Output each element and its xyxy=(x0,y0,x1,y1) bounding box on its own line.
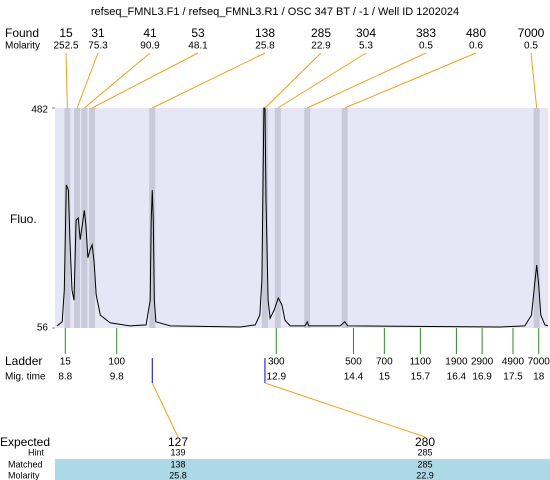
ladder-time: 18 xyxy=(533,372,545,383)
molarity-label: Molarity xyxy=(8,470,40,480)
found-size: 285 xyxy=(311,26,331,40)
peak-band xyxy=(81,108,88,328)
peak-band xyxy=(341,108,348,328)
peak-band xyxy=(74,108,81,328)
peak-link xyxy=(152,52,266,109)
ladder-time: 9.8 xyxy=(110,372,124,383)
found-molarity: 48.1 xyxy=(188,41,208,52)
peak-link xyxy=(306,52,427,109)
ladder-size: 700 xyxy=(376,357,393,368)
expected-size: 280 xyxy=(415,435,435,449)
matched-row xyxy=(55,459,550,471)
peak-link xyxy=(76,52,99,109)
found-size: 31 xyxy=(91,26,105,40)
expected-label: Expected xyxy=(0,435,50,449)
plot-area xyxy=(55,108,548,328)
mig-time-label: Mig. time xyxy=(5,372,46,383)
found-molarity: 75.3 xyxy=(88,41,108,52)
ladder-label: Ladder xyxy=(5,354,42,368)
found-size: 15 xyxy=(59,26,73,40)
found-molarity: 22.9 xyxy=(311,41,331,52)
peak-link xyxy=(65,52,68,109)
ladder-size: 1900 xyxy=(445,357,468,368)
matched-size: 138 xyxy=(170,459,185,469)
peak-link xyxy=(84,52,151,109)
matched-label: Matched xyxy=(8,459,43,469)
hint-size: 139 xyxy=(170,447,185,457)
ladder-size: 500 xyxy=(345,357,362,368)
peak-band xyxy=(261,108,268,328)
found-molarity: 252.5 xyxy=(53,41,78,52)
y-tick-label: 482 xyxy=(31,105,48,116)
expected-link xyxy=(151,382,179,438)
ladder-time: 16.9 xyxy=(472,372,492,383)
expected-size: 127 xyxy=(168,435,188,449)
ladder-size: 15 xyxy=(60,357,72,368)
found-size: 53 xyxy=(191,26,205,40)
peak-band xyxy=(274,108,281,328)
expected-link xyxy=(264,382,426,438)
molarity-row xyxy=(55,471,550,480)
ladder-time: 16.4 xyxy=(447,372,467,383)
found-size: 138 xyxy=(255,26,275,40)
peak-band xyxy=(89,108,96,328)
ladder-time: 12.9 xyxy=(267,372,287,383)
found-molarity: 0.6 xyxy=(469,41,483,52)
title: refseq_FMNL3.F1 / refseq_FMNL3.R1 / OSC … xyxy=(91,6,459,18)
ladder-size: 7000 xyxy=(528,357,550,368)
found-size: 7000 xyxy=(518,26,545,40)
ladder-time: 17.5 xyxy=(503,372,523,383)
found-molarity: 25.8 xyxy=(255,41,275,52)
found-label: Found xyxy=(5,26,39,40)
ladder-size: 100 xyxy=(108,357,125,368)
found-molarity: 0.5 xyxy=(524,41,538,52)
ladder-size: 300 xyxy=(268,357,285,368)
found-molarity: 90.9 xyxy=(140,41,160,52)
peak-band xyxy=(533,108,540,328)
peak-link xyxy=(264,52,322,109)
hint-label: Hint xyxy=(28,447,45,457)
found-size: 383 xyxy=(416,26,436,40)
trace xyxy=(56,107,549,328)
found-molarity: 0.5 xyxy=(419,41,433,52)
molarity-label: Molarity xyxy=(5,41,40,52)
y-tick-label: 56 xyxy=(37,323,49,334)
peak-link xyxy=(277,52,367,109)
ladder-time: 15.7 xyxy=(411,372,431,383)
peak-link xyxy=(91,52,199,109)
ladder-size: 1100 xyxy=(410,357,432,368)
y-label: Fluo. xyxy=(10,212,37,226)
peak-link xyxy=(530,52,538,109)
ladder-time: 15 xyxy=(379,372,391,383)
ladder-size: 2900 xyxy=(471,357,494,368)
ladder-time: 8.8 xyxy=(58,372,72,383)
ladder-time: 14.4 xyxy=(344,372,364,383)
matched-size: 285 xyxy=(417,459,432,469)
found-size: 304 xyxy=(356,26,376,40)
found-molarity: 5.3 xyxy=(359,41,373,52)
peak-band xyxy=(64,108,71,328)
matched-molarity: 22.9 xyxy=(416,470,434,480)
peak-link xyxy=(344,52,477,109)
peak-band xyxy=(149,108,156,328)
ladder-size: 4900 xyxy=(502,357,525,368)
peak-band xyxy=(304,108,311,328)
hint-size: 285 xyxy=(417,447,432,457)
found-size: 41 xyxy=(143,26,157,40)
matched-molarity: 25.8 xyxy=(169,470,187,480)
found-size: 480 xyxy=(466,26,486,40)
